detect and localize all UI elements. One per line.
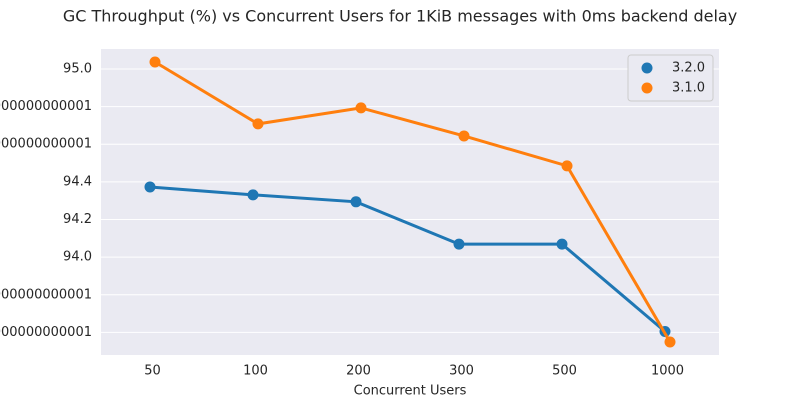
legend: 3.2.0 3.1.0 xyxy=(627,54,714,102)
y-tick-label: 94.0 xyxy=(63,250,92,265)
x-tick-label: 300 xyxy=(449,364,474,379)
point xyxy=(144,181,156,193)
y-tick-label: 94.80000000000001 xyxy=(0,99,92,114)
point xyxy=(556,238,568,250)
series-line xyxy=(149,185,666,333)
grid: 93.60000000000001 93.80000000000001 94.0 94… xyxy=(0,61,719,379)
marks xyxy=(144,56,676,348)
point xyxy=(149,56,161,68)
legend-marker xyxy=(641,62,653,74)
legend-marker xyxy=(641,82,653,94)
legend-label: 3.2.0 xyxy=(672,61,705,76)
point xyxy=(561,160,573,172)
x-tick-label: 50 xyxy=(144,364,161,379)
x-tick-label: 1000 xyxy=(651,364,684,379)
x-tick-label: 500 xyxy=(552,364,577,379)
x-tick-label: 100 xyxy=(243,364,268,379)
x-tick-label: 200 xyxy=(346,364,371,379)
point xyxy=(247,189,259,201)
point xyxy=(664,336,676,348)
x-axis-label: Concurrent Users xyxy=(354,384,467,399)
y-tick-label: 95.0 xyxy=(63,61,92,76)
point xyxy=(458,130,470,142)
legend-label: 3.1.0 xyxy=(672,81,705,96)
y-tick-label: 94.2 xyxy=(63,212,92,227)
point xyxy=(350,196,362,208)
plot-area xyxy=(101,49,719,355)
y-tick-label: 94.60000000000001 xyxy=(0,137,92,152)
series-line xyxy=(154,60,672,343)
point xyxy=(453,238,465,250)
y-tick-label: 93.60000000000001 xyxy=(0,325,92,340)
y-tick-label: 94.4 xyxy=(63,174,92,189)
y-tick-label: 93.80000000000001 xyxy=(0,287,92,302)
chart-title: GC Throughput (%) vs Concurrent Users fo… xyxy=(63,7,737,26)
point xyxy=(252,118,264,130)
point xyxy=(355,102,367,114)
